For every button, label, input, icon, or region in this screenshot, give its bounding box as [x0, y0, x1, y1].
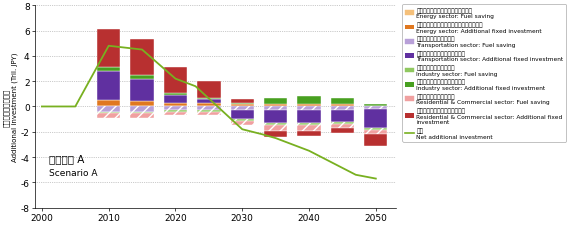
Bar [298, 131, 321, 136]
Bar [164, 96, 187, 103]
Bar [331, 111, 354, 122]
Bar [298, 107, 321, 111]
Bar [197, 99, 221, 103]
Bar [264, 107, 287, 111]
Bar [230, 122, 254, 125]
Bar [298, 111, 321, 123]
Bar [131, 76, 154, 79]
Bar [197, 98, 221, 99]
Bar [364, 128, 388, 130]
Bar [97, 101, 120, 107]
Bar [230, 103, 254, 104]
Bar [364, 104, 388, 107]
Bar [197, 103, 221, 107]
Bar [331, 98, 354, 104]
Bar [298, 97, 321, 104]
Bar [230, 107, 254, 111]
Bar [230, 99, 254, 103]
Bar [97, 112, 120, 113]
Bar [131, 102, 154, 107]
Bar [197, 82, 221, 98]
Bar [131, 107, 154, 112]
Bar [264, 126, 287, 131]
Text: シナリオ A: シナリオ A [48, 153, 84, 163]
Bar [230, 104, 254, 107]
Bar [264, 111, 287, 123]
Bar [298, 104, 321, 107]
Bar [364, 134, 388, 147]
Bar [131, 112, 154, 113]
Bar [364, 107, 388, 110]
Bar [97, 72, 120, 101]
Bar [131, 79, 154, 102]
Bar [97, 113, 120, 118]
Bar [230, 111, 254, 120]
Bar [264, 123, 287, 126]
Bar [331, 125, 354, 128]
Bar [364, 130, 388, 134]
Bar [131, 113, 154, 118]
Bar [164, 111, 187, 112]
Bar [264, 98, 287, 104]
Bar [230, 120, 254, 122]
Bar [97, 107, 120, 112]
Bar [164, 112, 187, 116]
Bar [164, 68, 187, 93]
Bar [298, 123, 321, 126]
Bar [97, 30, 120, 68]
Bar [97, 68, 120, 72]
Bar [264, 104, 287, 107]
Bar [164, 107, 187, 111]
Bar [331, 122, 354, 125]
Bar [197, 112, 221, 116]
Bar [331, 128, 354, 133]
Bar [298, 126, 321, 131]
Bar [197, 111, 221, 112]
Bar [164, 93, 187, 96]
Legend: エネルギー供給部門：燃料費節減分
Energy sector: Fuel saving, エネルギー供給部門：固定費用（追加分）
Energy sector: : エネルギー供給部門：燃料費節減分 Energy sector: Fuel sav… [402, 5, 567, 142]
Y-axis label: 追加投賄額［兆円］
Additional investment (Tril. JPY): 追加投賄額［兆円］ Additional investment (Tril. J… [3, 52, 18, 162]
Bar [331, 107, 354, 111]
Bar [197, 107, 221, 111]
Bar [164, 103, 187, 107]
Bar [131, 40, 154, 76]
Bar [264, 131, 287, 137]
Text: Scenario A: Scenario A [48, 168, 97, 177]
Bar [364, 110, 388, 128]
Bar [331, 104, 354, 107]
